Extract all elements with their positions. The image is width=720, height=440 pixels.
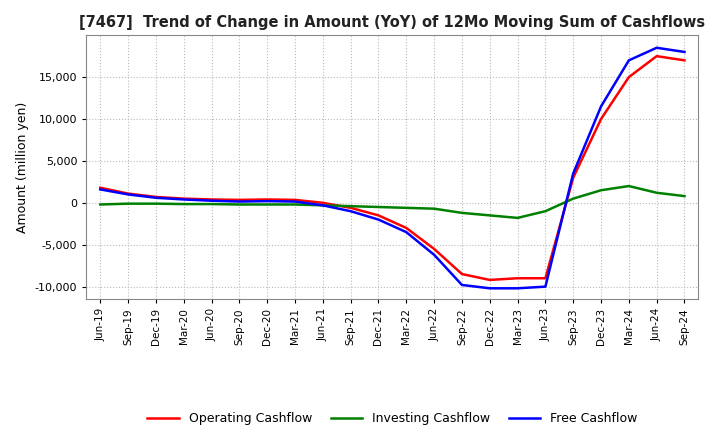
Line: Investing Cashflow: Investing Cashflow [100,186,685,218]
Investing Cashflow [541,209,550,214]
Free Cashflow [346,209,355,214]
Legend: Operating Cashflow, Investing Cashflow, Free Cashflow: Operating Cashflow, Investing Cashflow, … [143,407,642,430]
Free Cashflow [263,198,271,204]
Operating Cashflow [374,213,383,218]
Investing Cashflow [152,201,161,206]
Free Cashflow [179,197,188,202]
Investing Cashflow [624,183,633,189]
Investing Cashflow [291,202,300,207]
Operating Cashflow [318,200,327,205]
Operating Cashflow [207,197,216,202]
Operating Cashflow [624,74,633,80]
Operating Cashflow [513,275,522,281]
Free Cashflow [402,230,410,235]
Operating Cashflow [458,271,467,277]
Operating Cashflow [179,196,188,201]
Free Cashflow [318,203,327,208]
Investing Cashflow [179,202,188,207]
Investing Cashflow [597,187,606,193]
Operating Cashflow [541,275,550,281]
Operating Cashflow [263,197,271,202]
Operating Cashflow [430,246,438,252]
Investing Cashflow [430,206,438,211]
Investing Cashflow [124,201,132,206]
Operating Cashflow [96,185,104,191]
Free Cashflow [541,284,550,289]
Free Cashflow [458,282,467,288]
Operating Cashflow [485,277,494,282]
Free Cashflow [652,45,661,51]
Free Cashflow [624,58,633,63]
Operating Cashflow [152,194,161,200]
Investing Cashflow [513,215,522,220]
Free Cashflow [485,286,494,291]
Investing Cashflow [652,190,661,195]
Line: Free Cashflow: Free Cashflow [100,48,685,288]
Free Cashflow [152,195,161,201]
Operating Cashflow [680,58,689,63]
Operating Cashflow [235,197,243,202]
Operating Cashflow [569,175,577,180]
Free Cashflow [430,252,438,257]
Investing Cashflow [207,202,216,207]
Title: [7467]  Trend of Change in Amount (YoY) of 12Mo Moving Sum of Cashflows: [7467] Trend of Change in Amount (YoY) o… [79,15,706,30]
Free Cashflow [124,192,132,197]
Free Cashflow [680,49,689,55]
Investing Cashflow [96,202,104,207]
Investing Cashflow [235,202,243,207]
Operating Cashflow [346,205,355,210]
Investing Cashflow [346,204,355,209]
Operating Cashflow [291,197,300,202]
Investing Cashflow [569,196,577,201]
Free Cashflow [96,187,104,192]
Operating Cashflow [652,54,661,59]
Free Cashflow [374,217,383,222]
Free Cashflow [291,199,300,204]
Investing Cashflow [318,203,327,208]
Investing Cashflow [680,194,689,199]
Operating Cashflow [402,225,410,231]
Line: Operating Cashflow: Operating Cashflow [100,56,685,280]
Y-axis label: Amount (million yen): Amount (million yen) [17,102,30,233]
Investing Cashflow [263,202,271,207]
Investing Cashflow [402,205,410,210]
Operating Cashflow [124,191,132,196]
Free Cashflow [513,286,522,291]
Investing Cashflow [485,213,494,218]
Operating Cashflow [597,116,606,121]
Free Cashflow [597,104,606,109]
Free Cashflow [569,171,577,176]
Investing Cashflow [374,204,383,209]
Free Cashflow [207,198,216,203]
Investing Cashflow [458,210,467,216]
Free Cashflow [235,199,243,204]
